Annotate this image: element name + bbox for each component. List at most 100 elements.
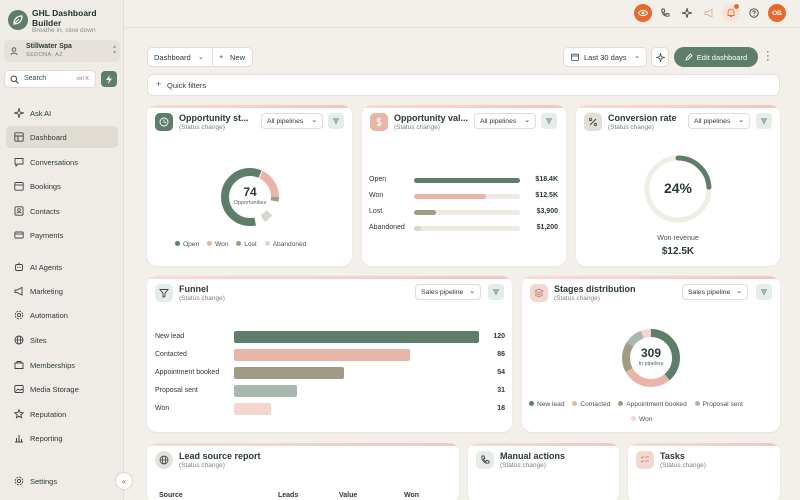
quick-filters-bar[interactable]: + Quick filters xyxy=(147,74,780,96)
sidebar-item-automation[interactable]: Automation xyxy=(6,304,118,326)
filter-button[interactable] xyxy=(756,113,772,129)
sidebar-item-bookings[interactable]: Bookings xyxy=(6,175,118,197)
sidebar-item-contacts[interactable]: Contacts xyxy=(6,200,118,222)
pipeline-select[interactable]: All pipelines ⌄ xyxy=(474,113,536,129)
legend-swatch xyxy=(618,401,624,406)
funnel-row-label: Proposal sent xyxy=(155,387,198,394)
card-subtitle: (Status change) xyxy=(179,462,225,469)
card-tasks: Tasks (Status change) xyxy=(628,443,780,500)
donut-total: 309 xyxy=(640,346,662,360)
account-switcher[interactable]: Stillwater Spa SEDONA, AZ ▴ ▾ xyxy=(4,40,120,62)
card-stages-distribution: Stages distribution (Status change) Sale… xyxy=(522,276,780,432)
funnel-bar[interactable] xyxy=(234,385,298,397)
date-range-picker[interactable]: Last 30 days ⌄ xyxy=(563,47,647,67)
star-icon xyxy=(13,408,25,421)
value-row-label: Lost xyxy=(369,208,383,215)
notification-dot xyxy=(734,4,739,9)
pencil-icon xyxy=(685,53,693,61)
pipeline-select[interactable]: All pipelines ⌄ xyxy=(261,113,323,129)
sidebar-item-payments[interactable]: Payments xyxy=(6,224,118,246)
contacts-icon xyxy=(14,206,24,218)
dashboard-selector[interactable]: Dashboard xyxy=(154,53,191,62)
ai-insights-button[interactable] xyxy=(651,47,669,67)
funnel-row-label: Won xyxy=(155,405,170,412)
filter-button[interactable] xyxy=(756,284,772,300)
funnel-bar[interactable] xyxy=(234,403,271,415)
card-subtitle: (Status change) xyxy=(554,295,600,302)
phone-button[interactable] xyxy=(656,4,674,22)
sidebar-item-reporting[interactable]: Reporting xyxy=(6,427,118,449)
sidebar-item-ask-ai[interactable]: Ask AI xyxy=(6,102,118,124)
announcements-button[interactable] xyxy=(700,4,718,22)
card-opportunity-status: Opportunity st... (Status change) All pi… xyxy=(147,105,352,266)
pipeline-select[interactable]: Sales pipeline ⌄ xyxy=(682,284,748,300)
legend-open: Open xyxy=(183,241,200,248)
notifications-button[interactable] xyxy=(722,4,740,22)
sidebar-item-memberships[interactable]: Memberships xyxy=(6,354,118,376)
funnel-bar[interactable] xyxy=(234,367,345,379)
bell-icon xyxy=(727,8,735,17)
value-row-label: Won xyxy=(369,192,384,199)
new-dashboard-button[interactable]: New xyxy=(230,53,246,62)
funnel-row-count: 86 xyxy=(497,351,505,358)
sidebar-item-ai-agents[interactable]: AI Agents xyxy=(6,256,118,278)
funnel-row-count: 120 xyxy=(493,333,505,340)
target-icon xyxy=(155,113,173,131)
column-header-source[interactable]: Source xyxy=(159,492,183,499)
card-lead-source-report: Lead source report (Status change) xyxy=(147,443,459,500)
funnel-bar[interactable] xyxy=(234,349,410,361)
legend-swatch xyxy=(175,241,180,246)
gauge-fill xyxy=(644,155,712,223)
sparkle-icon xyxy=(12,106,26,120)
preview-button[interactable] xyxy=(634,4,652,22)
filter-icon xyxy=(546,118,552,124)
help-button[interactable] xyxy=(745,4,763,22)
value-bar-fill xyxy=(414,178,520,183)
column-header-value[interactable]: Value xyxy=(339,492,358,499)
sidebar-item-settings[interactable]: Settings xyxy=(6,470,118,492)
card-subtitle: (Status change) xyxy=(179,295,225,302)
legend-swatch xyxy=(694,401,700,406)
pipeline-select[interactable]: All pipelines ⌄ xyxy=(688,113,750,129)
card-funnel: Funnel (Status change) Sales pipeline ⌄ N… xyxy=(147,276,512,432)
funnel-bar[interactable] xyxy=(234,331,479,343)
column-header-won[interactable]: Won xyxy=(404,492,420,499)
sidebar-item-dashboard[interactable]: Dashboard xyxy=(6,126,118,148)
pipeline-select-value: All pipelines xyxy=(267,117,304,125)
quick-action-button[interactable] xyxy=(101,71,117,87)
value-bar-fill xyxy=(414,210,437,215)
search-input[interactable]: Search ctrl K xyxy=(4,70,96,88)
sidebar-item-label: Contacts xyxy=(30,207,60,216)
value-bar-track xyxy=(414,210,520,215)
sidebar-item-media-storage[interactable]: Media Storage xyxy=(6,378,118,400)
column-header-leads[interactable]: Leads xyxy=(278,492,299,499)
help-icon xyxy=(749,8,759,18)
sidebar-item-marketing[interactable]: Marketing xyxy=(6,280,118,302)
ai-button[interactable] xyxy=(678,4,696,22)
pipeline-select[interactable]: Sales pipeline ⌄ xyxy=(415,284,481,300)
filter-button[interactable] xyxy=(541,113,557,129)
sidebar-item-sites[interactable]: Sites xyxy=(6,329,118,351)
sidebar-item-conversations[interactable]: Conversations xyxy=(6,151,118,173)
legend-swatch xyxy=(206,241,212,246)
date-range-label: Last 30 days xyxy=(584,53,627,62)
legend-abandoned: Abandoned xyxy=(272,241,307,248)
user-avatar[interactable]: OB xyxy=(768,4,786,22)
image-icon xyxy=(14,384,24,396)
collapse-sidebar-button[interactable]: « xyxy=(115,472,133,490)
legend-won: Won xyxy=(639,416,653,423)
more-options-icon[interactable]: · · · xyxy=(766,46,770,66)
brand[interactable]: GHL Dashboard Builder Breathe in, slow d… xyxy=(8,8,120,36)
sidebar-item-reputation[interactable]: Reputation xyxy=(6,403,118,425)
filter-button[interactable] xyxy=(328,113,344,129)
filter-icon xyxy=(761,289,767,295)
legend: New lead Contacted Appointment booked Pr… xyxy=(529,401,743,408)
sidebar-item-label: Reputation xyxy=(30,410,67,419)
donut-total-label: In pipeline xyxy=(638,361,664,367)
brand-title: GHL Dashboard Builder xyxy=(32,8,97,28)
value-bar-track xyxy=(414,178,520,183)
legend-swatch xyxy=(631,416,636,421)
chevron-down-icon[interactable]: ⌄ xyxy=(198,54,204,61)
filter-button[interactable] xyxy=(488,284,504,300)
edit-dashboard-button[interactable]: Edit dashboard xyxy=(674,47,758,67)
